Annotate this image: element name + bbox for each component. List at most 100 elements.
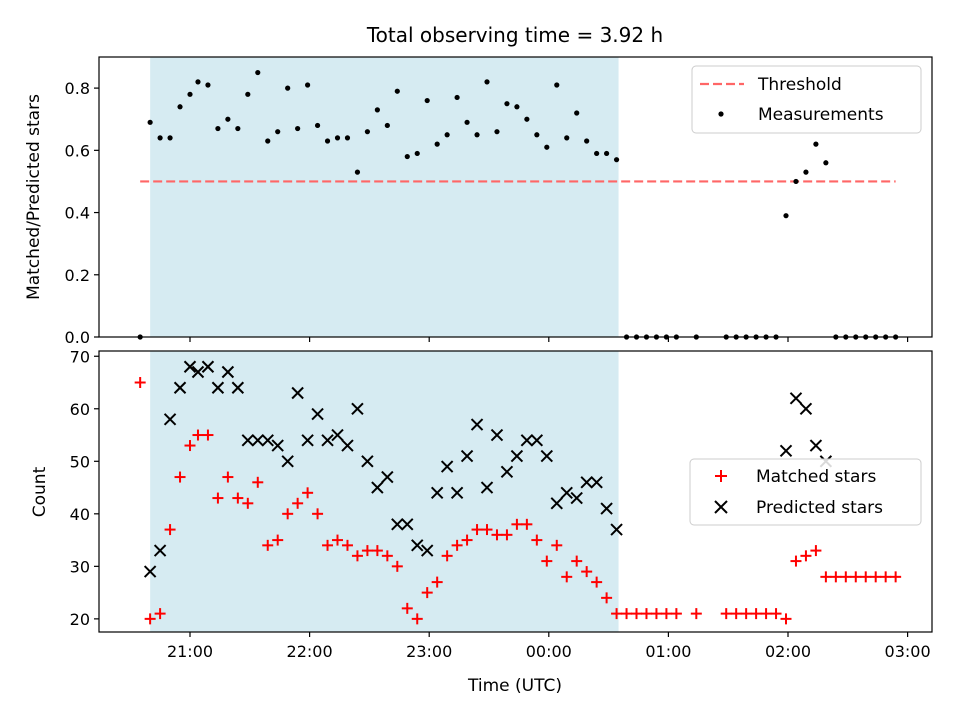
measurement-point [813, 141, 819, 147]
matched-star-point [441, 550, 453, 562]
predicted-star-point [291, 386, 304, 400]
measurement-point [564, 135, 570, 141]
matched-star-point [192, 429, 204, 441]
measurement-point [793, 178, 799, 185]
measurement-point [285, 85, 291, 91]
x-tick-label: 22:00 [287, 642, 333, 661]
predicted-star-point [261, 434, 274, 447]
measurement-point [314, 122, 321, 129]
matched-star-point [164, 524, 176, 536]
predicted-legend-label: Predicted stars [756, 498, 883, 518]
predicted-star-point [231, 381, 245, 394]
predicted-star-point [510, 449, 524, 463]
predicted-star-point [779, 444, 793, 458]
predicted-star-point [420, 544, 434, 557]
matched-star-point [621, 608, 633, 620]
predicted-star-point [351, 402, 364, 415]
predicted-star-point [153, 544, 167, 557]
matched-star-point [322, 539, 334, 551]
matched-star-point [561, 571, 573, 583]
measurement-point [474, 132, 480, 138]
measurement-point [344, 135, 351, 141]
x-tick-label: 00:00 [526, 642, 572, 661]
matched-star-point [262, 539, 274, 551]
predicted-star-point [301, 434, 314, 447]
measurement-point [434, 141, 440, 147]
matched-star-point [830, 571, 842, 583]
bottom-y-tick-label: 30 [70, 557, 90, 576]
measurement-point [554, 82, 560, 88]
matched-star-point [391, 560, 403, 572]
matched-star-point [461, 534, 473, 546]
matched-star-point [720, 608, 732, 620]
predicted-star-point [191, 365, 205, 379]
bottom-legend-box [689, 458, 922, 526]
matched-star-point [341, 539, 353, 551]
measurement-point [783, 213, 789, 219]
measurement-point [195, 79, 201, 85]
predicted-star-point [789, 392, 803, 405]
predicted-star-point [470, 418, 484, 431]
count-series [134, 360, 902, 625]
matched-star-point [660, 608, 672, 620]
bottom-y-tick-label: 20 [70, 610, 90, 629]
predicted-star-point [211, 381, 225, 394]
matched-star-point [571, 555, 583, 567]
matched-star-point [411, 613, 423, 625]
matched-star-point [541, 555, 553, 567]
measurement-point [225, 116, 231, 122]
measurement-point [504, 101, 510, 107]
matched-star-point [531, 534, 543, 546]
measurement-point [594, 150, 600, 157]
matched-star-point [451, 539, 463, 551]
predicted-star-point [381, 470, 394, 484]
predicted-star-point [600, 502, 613, 515]
matched-legend-label: Matched stars [756, 467, 876, 487]
predicted-legend-swatch [714, 500, 728, 514]
measurement-point [255, 69, 261, 76]
measurement-point [524, 116, 530, 122]
matched-star-point [491, 529, 503, 541]
measurement-point [215, 125, 221, 132]
measurement-point [374, 107, 380, 113]
predicted-star-point [450, 486, 464, 500]
top-axes-frame [98, 56, 933, 338]
measurement-point [414, 150, 420, 157]
matched-star-point [890, 571, 902, 583]
predicted-star-point [331, 428, 344, 442]
predicted-star-point [281, 455, 294, 468]
measurement-point [604, 150, 610, 157]
matched-star-point [292, 497, 304, 509]
measurement-point [424, 97, 430, 104]
predicted-star-point [201, 360, 215, 373]
predicted-star-point [241, 434, 255, 447]
matched-star-point [222, 471, 234, 483]
top-y-tick-label: 0.4 [65, 204, 90, 223]
matched-star-point [332, 534, 344, 546]
predicted-star-point [799, 402, 813, 415]
predicted-star-point [173, 381, 187, 394]
predicted-star-point [430, 486, 444, 500]
predicted-star-point [580, 476, 593, 489]
measurement-point [265, 138, 271, 144]
measurements-series [137, 69, 899, 340]
threshold-legend-label: Threshold [757, 75, 842, 95]
x-tick-label: 01:00 [645, 642, 691, 661]
predicted-star-point [560, 486, 573, 500]
matched-star-point [144, 613, 156, 625]
measurement-point [404, 153, 410, 160]
measurement-point [613, 157, 620, 163]
predicted-star-point [500, 465, 514, 479]
matched-star-point [601, 592, 613, 604]
top-y-tick-label: 0.2 [65, 266, 90, 285]
matched-star-point [860, 571, 872, 583]
bottom-axes-frame [98, 350, 933, 633]
measurement-point [305, 82, 311, 88]
measurement-point [147, 119, 153, 125]
matched-star-point [780, 613, 792, 625]
predicted-star-point [570, 491, 583, 505]
measurement-point [324, 138, 331, 144]
matched-star-point [401, 602, 413, 614]
predicted-star-point [480, 481, 494, 494]
